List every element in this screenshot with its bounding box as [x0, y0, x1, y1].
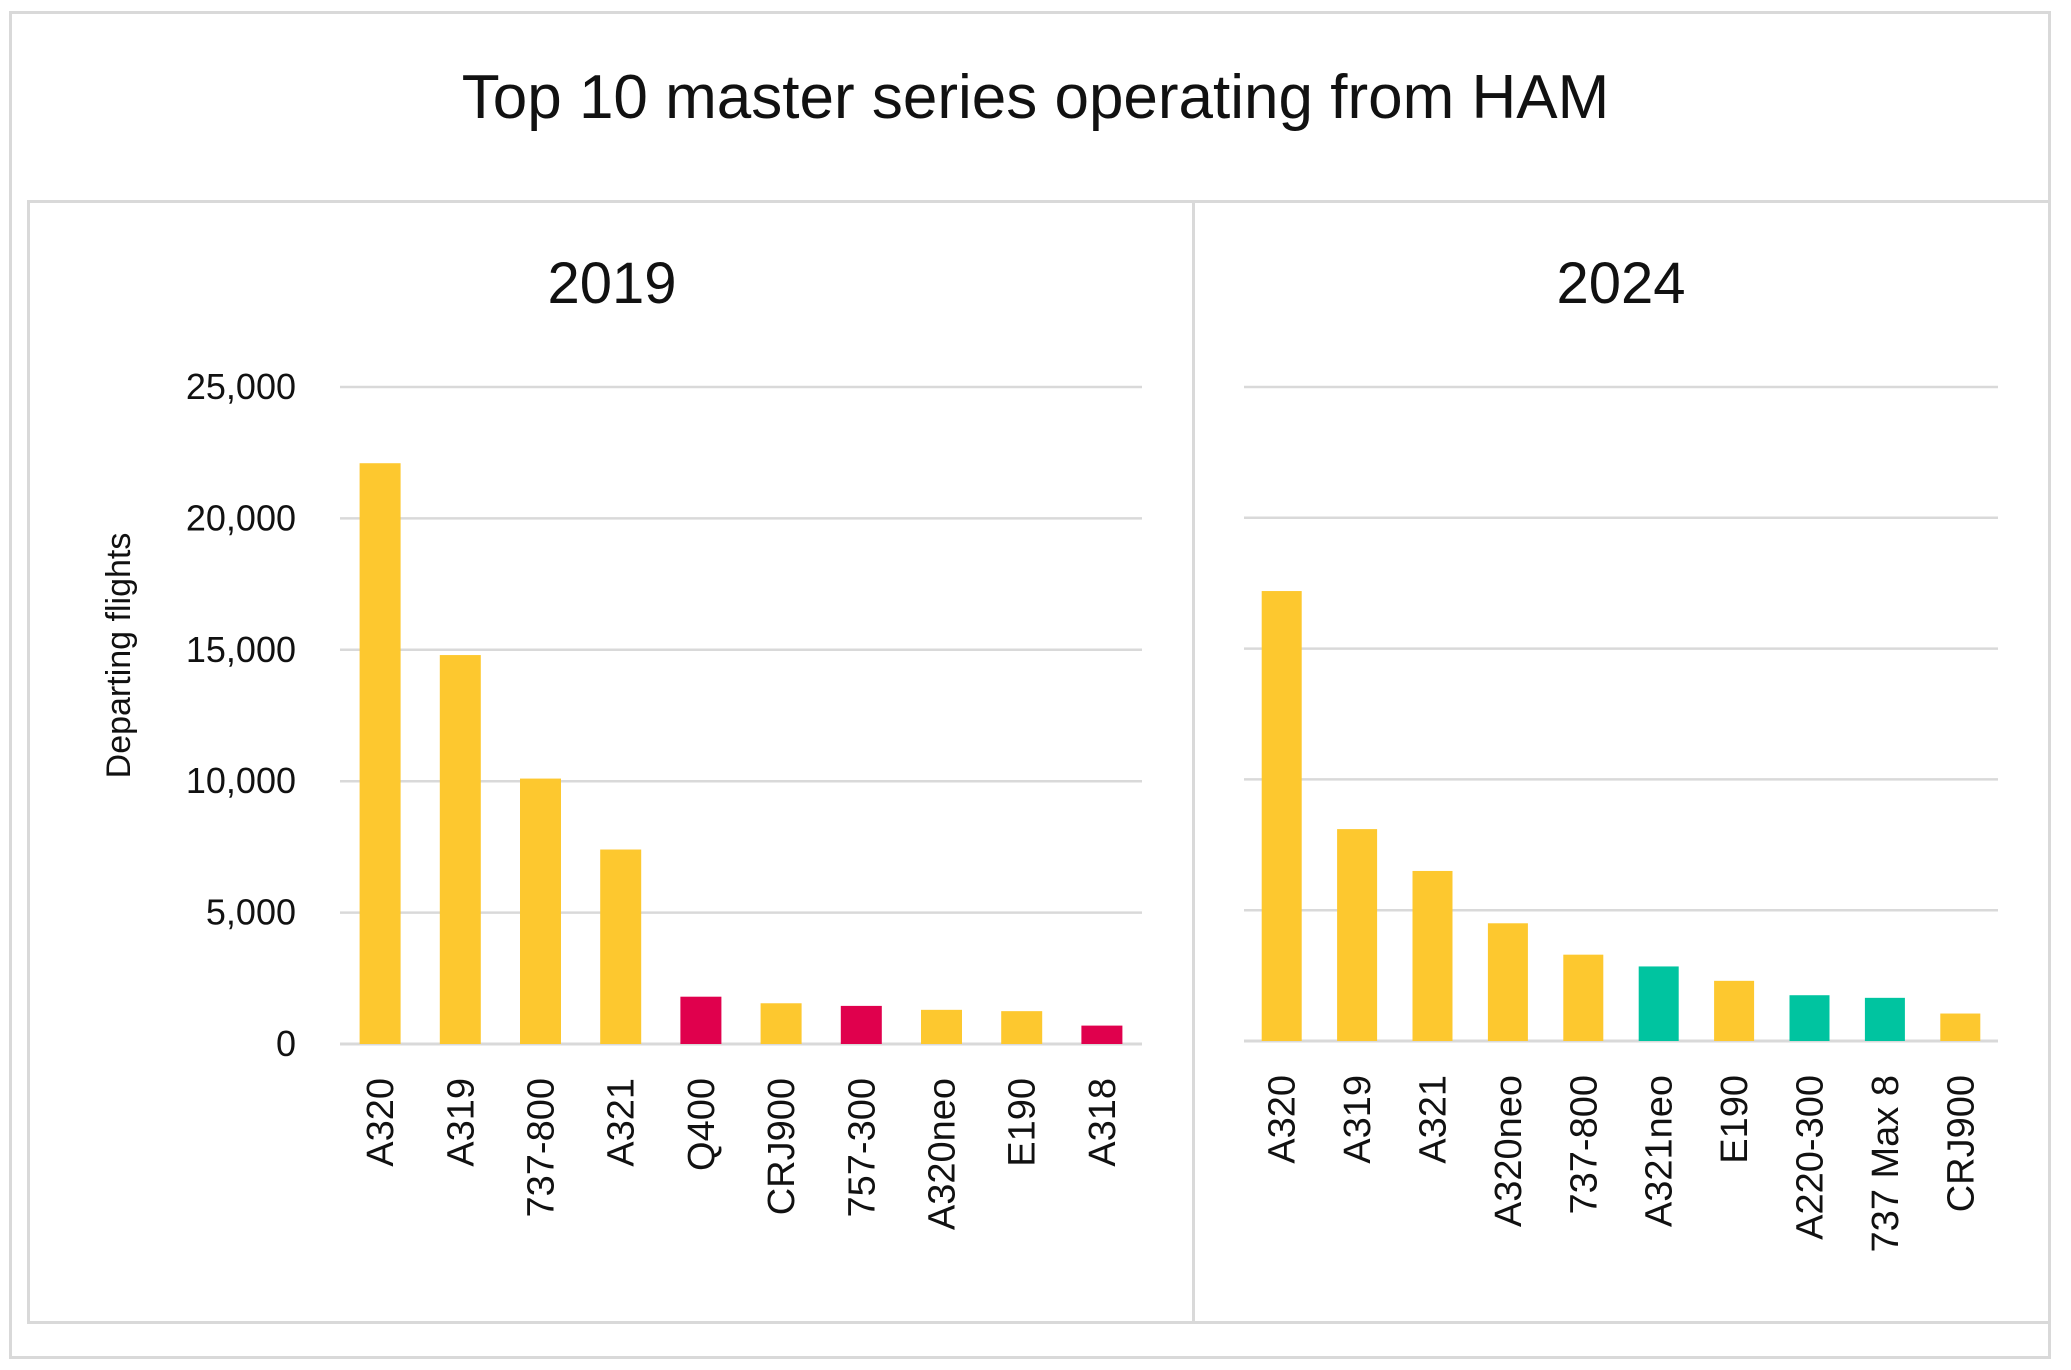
bar-E190	[1001, 1011, 1043, 1044]
x-tick-label: CRJ900	[1940, 1075, 1982, 1212]
bar-A321neo	[1638, 966, 1679, 1041]
bar-A320	[359, 463, 401, 1044]
x-tick-label: E190	[1714, 1075, 1756, 1164]
y-tick-label: 25,000	[186, 366, 296, 407]
x-tick-label: A319	[440, 1078, 482, 1167]
bar-CRJ900	[1940, 1013, 1981, 1041]
y-tick-label: 10,000	[186, 760, 296, 801]
panel-title-2024: 2024	[1556, 251, 1685, 316]
x-tick-label: 737-800	[521, 1078, 563, 1217]
bar-A320neo	[1487, 923, 1528, 1041]
x-tick-label: 757-300	[841, 1078, 883, 1217]
panel-2024-frame	[1192, 200, 2051, 1324]
chart-title: Top 10 master series operating from HAM	[461, 63, 1610, 132]
x-tick-label: A319	[1337, 1075, 1379, 1164]
bar-A321	[600, 849, 642, 1044]
x-tick-label: A320	[360, 1078, 402, 1167]
x-tick-label: 737-800	[1563, 1075, 1605, 1214]
y-tick-label: 0	[276, 1023, 296, 1064]
x-tick-label: CRJ900	[761, 1078, 803, 1215]
bar-A319	[1337, 829, 1378, 1041]
x-tick-label: Q400	[681, 1078, 723, 1171]
x-tick-label: A320neo	[922, 1078, 964, 1230]
bar-737 Max 8	[1864, 997, 1905, 1041]
y-tick-label: 15,000	[186, 629, 296, 670]
panel-title-2019: 2019	[547, 251, 676, 316]
x-tick-label: A321neo	[1639, 1075, 1681, 1227]
bar-Q400	[680, 996, 722, 1044]
bar-A320	[1261, 591, 1302, 1041]
bar-E190	[1714, 980, 1755, 1041]
bar-A318	[1081, 1025, 1123, 1044]
x-tick-label: 737 Max 8	[1865, 1075, 1907, 1252]
y-axis-title: Departing flights	[100, 533, 138, 779]
x-tick-label: A320	[1262, 1075, 1304, 1164]
x-tick-label: A320neo	[1488, 1075, 1530, 1227]
bar-A320neo	[921, 1009, 962, 1044]
x-tick-label: A321	[601, 1078, 643, 1167]
bar-757-300	[840, 1005, 882, 1044]
y-tick-label: 5,000	[206, 892, 296, 933]
bar-737-800	[520, 778, 561, 1044]
x-tick-label: A321	[1413, 1075, 1455, 1164]
x-tick-label: E190	[1002, 1078, 1044, 1167]
x-tick-label: A220-300	[1790, 1075, 1832, 1240]
bar-CRJ900	[760, 1003, 802, 1044]
bar-A319	[439, 655, 481, 1044]
bar-737-800	[1563, 954, 1604, 1041]
bar-A220-300	[1789, 995, 1830, 1041]
bar-A321	[1412, 870, 1453, 1041]
y-tick-label: 20,000	[186, 497, 296, 538]
x-tick-label: A318	[1082, 1078, 1124, 1167]
